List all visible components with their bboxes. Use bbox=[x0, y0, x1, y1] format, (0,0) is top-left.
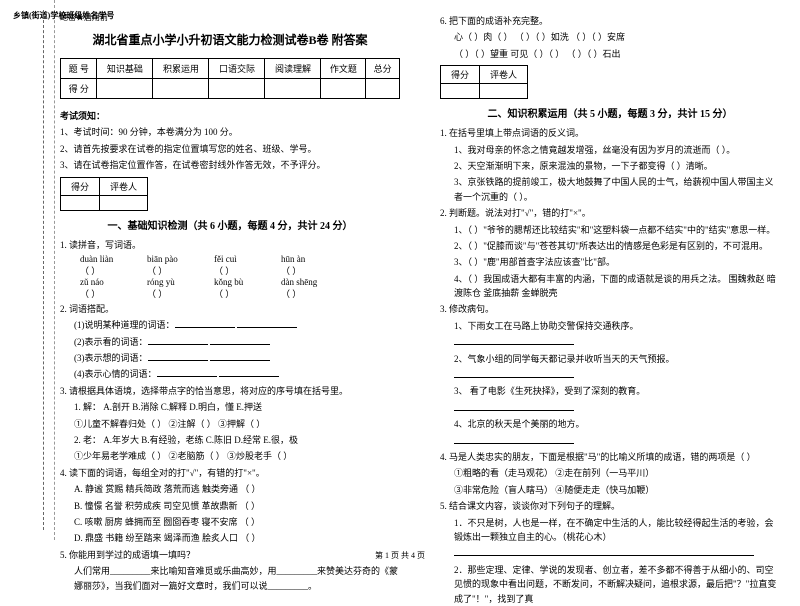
q4-d: D. 鼎盛 书籍 纷至踏来 竭泽而渔 脍炙人口 （ ） bbox=[60, 531, 400, 545]
s2q4-title: 4. 马是人类忠实的朋友，下面是根据"马"的比喻义所填的成语，错的两项是（ ） bbox=[440, 450, 780, 464]
page-footer: 第 1 页 共 4 页 bbox=[0, 550, 800, 561]
q6-title: 6. 把下面的成语补充完整。 bbox=[440, 14, 780, 28]
s2q3-2: 2、气象小组的同学每天都记录并收听当天的天气预报。 bbox=[440, 352, 780, 366]
th-4: 阅读理解 bbox=[265, 59, 321, 79]
s2q5-text: 1．不只是树，人也是一样，在不确定中生活的人，能比较经得起生活的考验，会锻炼出一… bbox=[440, 516, 780, 545]
grader-table-2: 得分评卷人 bbox=[440, 65, 528, 99]
s2q1-title: 1. 在括号里填上带点词语的反义词。 bbox=[440, 126, 780, 140]
binding-sidebar: 学号 姓名 班级 学校 乡镇(街道) bbox=[5, 0, 55, 540]
label-school: 学校 bbox=[50, 10, 66, 530]
s2q3-3: 3、 看了电影《生死抉择》，受到了深刻的教育。 bbox=[440, 384, 780, 398]
s2q2-4: 4、（ ）我国成语大都有丰富的内涵，下面的成语就是谈的用兵之法。 围魏救赵 暗渡… bbox=[440, 272, 780, 301]
th-3: 口语交际 bbox=[209, 59, 265, 79]
th-2: 积累运用 bbox=[153, 59, 209, 79]
s2q2-2: 2、（ ）"促膝而谈"与"苍苍其切"所表达出的情感是色彩是有区别的，不可混用。 bbox=[440, 239, 780, 253]
th-5: 作文题 bbox=[321, 59, 366, 79]
q6-l2: （ ）（ ）望重 可见（ ）（ ） （ ）（ ）石出 bbox=[440, 47, 780, 61]
s2q3-4: 4、北京的秋天是个美丽的地方。 bbox=[440, 417, 780, 431]
label-name: 姓名 bbox=[82, 10, 98, 530]
s2q1-1: 1、我对母亲的怀念之情竟越发增强，丝毫没有因为岁月的流逝而（ ）。 bbox=[440, 143, 780, 157]
s2q4-1: ①粗略的看（走马观花） ②走在前列（一马平川） bbox=[440, 466, 780, 480]
section2-title: 二、知识积累运用（共 5 小题，每题 3 分，共计 15 分） bbox=[440, 105, 780, 120]
s2q1-3: 3、京张铁路的提前竣工，极大地鼓舞了中国人民的士气，给藐视中国人带国主义者一个沉… bbox=[440, 175, 780, 204]
seal-line bbox=[43, 10, 44, 530]
s2q5-title: 5. 结合课文内容，谈谈你对下列句子的理解。 bbox=[440, 499, 780, 513]
label-class: 班级 bbox=[66, 10, 82, 530]
s2q3-1: 1、下雨女工在马路上协助交警保持交通秩序。 bbox=[440, 319, 780, 333]
label-town: 乡镇(街道) bbox=[13, 10, 50, 530]
s2q5-text2: 2．那些定理、定律、学说的发现者、创立者，差不多都不得善于从细小的、司空见惯的现… bbox=[440, 563, 780, 606]
s2q3-title: 3. 修改病句。 bbox=[440, 302, 780, 316]
s2q4-2: ③非常危险（盲人瞎马） ④随便走走（快马加鞭） bbox=[440, 483, 780, 497]
q6-l1: 心（ ）肉（ ） （ ）（ ）如洗 （ ）（ ）安席 bbox=[440, 30, 780, 44]
q5-text: 人们常用_________来比喻知音难觅或乐曲高妙，用_________来赞美达… bbox=[60, 564, 400, 593]
th-6: 总分 bbox=[366, 59, 400, 79]
s2q2-1: 1、（ ）"爷爷的腮帮还比较结实"和"这塑料袋一点都不结实"中的"结实"意思一样… bbox=[440, 223, 780, 237]
s2q2-3: 3、（ ）"鹿"用部首查字法应该查"比"部。 bbox=[440, 255, 780, 269]
label-id: 学号 bbox=[98, 10, 114, 530]
s2q1-2: 2、天空渐渐明下来，原来混浊的景物，一下子都变得（ ）清晰。 bbox=[440, 159, 780, 173]
side-labels: 学号 姓名 班级 学校 乡镇(街道) bbox=[13, 10, 114, 530]
s2q2-title: 2. 判断题。说法对打"√"，错的打"×"。 bbox=[440, 206, 780, 220]
